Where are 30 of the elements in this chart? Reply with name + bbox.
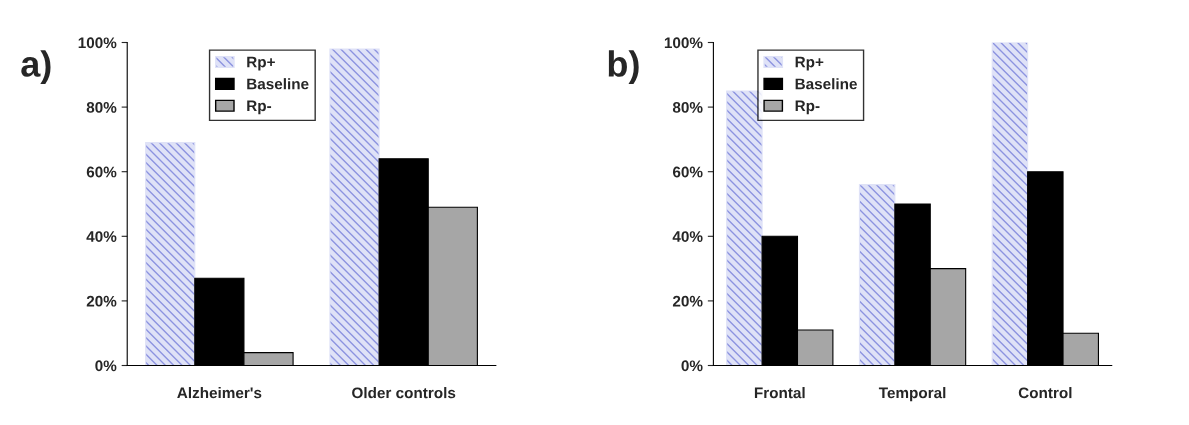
y-tick-label: 0% [95, 360, 117, 372]
y-tick-label: 60% [86, 166, 117, 178]
y-tick-label: 20% [86, 295, 117, 307]
y-tick-label: 40% [672, 231, 703, 242]
y-tick-label: 20% [672, 295, 703, 307]
legend-label: Rp+ [795, 56, 824, 71]
legend-label: Rp- [247, 100, 272, 115]
chart-title: b) [608, 50, 639, 84]
y-tick-label: 80% [672, 101, 703, 113]
legend-label: Rp+ [247, 56, 275, 71]
y-tick-label: 40% [86, 231, 117, 242]
bar [329, 48, 380, 366]
y-tick-label: 0% [681, 360, 703, 372]
y-tick-label: 100% [78, 37, 117, 49]
x-tick-label: Temporal [878, 387, 946, 402]
chart-title: a) [21, 50, 51, 84]
x-tick-label: Frontal [754, 387, 805, 399]
legend-label: Baseline [247, 78, 309, 90]
y-tick-label: 60% [672, 166, 703, 178]
y-tick-label: 80% [86, 101, 117, 113]
x-tick-label: Older controls [352, 387, 456, 399]
x-tick-label: Control [1018, 387, 1072, 399]
legend-label: Rp- [795, 100, 820, 115]
y-tick-label: 100% [664, 37, 703, 49]
x-tick-label: Alzheimer's [177, 387, 262, 399]
bar [145, 142, 196, 366]
legend-label: Baseline [795, 78, 857, 90]
bar [726, 90, 763, 366]
bar [858, 184, 896, 366]
bar [991, 42, 1029, 366]
